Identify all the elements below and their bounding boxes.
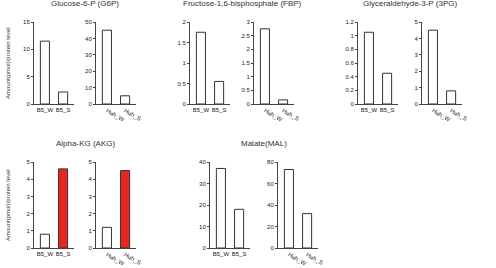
svg-text:0: 0 (414, 101, 418, 107)
svg-text:0: 0 (26, 245, 30, 251)
svg-text:0: 0 (270, 245, 274, 251)
svg-text:Fructose-1,6-bisphosphate (FBP: Fructose-1,6-bisphosphate (FBP) (183, 0, 302, 8)
svg-text:10: 10 (85, 85, 92, 91)
svg-text:B5_W: B5_W (193, 107, 210, 113)
svg-text:0: 0 (350, 101, 354, 107)
svg-text:5: 5 (26, 74, 30, 80)
svg-text:2.5: 2.5 (241, 33, 250, 39)
svg-text:B5_S: B5_S (56, 251, 71, 257)
svg-text:0: 0 (202, 245, 206, 251)
svg-text:Huh_S: Huh_S (281, 107, 300, 121)
svg-text:60: 60 (267, 181, 274, 187)
svg-text:50: 50 (85, 19, 92, 25)
svg-text:1: 1 (26, 228, 30, 234)
svg-text:4: 4 (88, 176, 92, 182)
svg-text:B5_S: B5_S (56, 107, 71, 113)
svg-text:10: 10 (199, 224, 206, 230)
svg-text:Glucose-6-P (G6P): Glucose-6-P (G6P) (51, 0, 119, 8)
svg-text:15: 15 (23, 19, 30, 25)
svg-text:2: 2 (88, 211, 92, 217)
svg-text:Alpha-KG (AKG): Alpha-KG (AKG) (56, 139, 115, 148)
svg-text:30: 30 (85, 52, 92, 58)
svg-text:Glyceraldehyde-3-P (3PG): Glyceraldehyde-3-P (3PG) (363, 0, 457, 8)
svg-text:B5_S: B5_S (380, 107, 395, 113)
svg-text:B5_W: B5_W (37, 107, 54, 113)
svg-text:20: 20 (267, 224, 274, 230)
svg-text:Huh_S: Huh_S (449, 107, 468, 121)
svg-text:Malate(MAL): Malate(MAL) (241, 139, 287, 148)
svg-text:Huh_W: Huh_W (263, 107, 284, 122)
svg-text:B5_S: B5_S (212, 107, 227, 113)
svg-text:B5_W: B5_W (213, 251, 230, 257)
svg-text:4: 4 (414, 36, 418, 42)
svg-text:5: 5 (414, 19, 418, 25)
svg-text:Huh_W: Huh_W (287, 251, 308, 266)
svg-text:Amount(pmol)/protein level: Amount(pmol)/protein level (5, 27, 11, 99)
svg-text:40: 40 (199, 159, 206, 165)
svg-text:20: 20 (199, 202, 206, 208)
svg-text:0.8: 0.8 (345, 46, 354, 52)
svg-text:1: 1 (246, 74, 250, 80)
svg-text:0.5: 0.5 (241, 87, 250, 93)
svg-text:3: 3 (26, 194, 30, 200)
svg-text:3: 3 (414, 52, 418, 58)
svg-text:5: 5 (26, 159, 30, 165)
svg-text:2: 2 (246, 46, 250, 52)
svg-text:1: 1 (88, 228, 92, 234)
svg-text:Huh_W: Huh_W (105, 251, 126, 266)
svg-text:3: 3 (88, 194, 92, 200)
svg-text:0: 0 (26, 101, 30, 107)
svg-text:0.6: 0.6 (345, 60, 354, 66)
svg-text:0: 0 (182, 101, 186, 107)
svg-text:1.2: 1.2 (345, 19, 354, 25)
svg-text:40: 40 (267, 202, 274, 208)
svg-text:Huh_S: Huh_S (123, 251, 142, 265)
svg-text:B5_S: B5_S (232, 251, 247, 257)
svg-text:5: 5 (88, 159, 92, 165)
svg-text:1.5: 1.5 (241, 60, 250, 66)
svg-text:B5_W: B5_W (37, 251, 54, 257)
svg-text:4: 4 (26, 176, 30, 182)
svg-text:2: 2 (26, 211, 30, 217)
svg-text:3: 3 (246, 19, 250, 25)
svg-text:1.5: 1.5 (177, 40, 186, 46)
svg-text:20: 20 (85, 68, 92, 74)
svg-text:Huh_S: Huh_S (305, 251, 324, 265)
svg-text:0.5: 0.5 (177, 81, 186, 87)
svg-text:0.4: 0.4 (345, 74, 354, 80)
svg-text:0: 0 (246, 101, 250, 107)
svg-text:Huh_S: Huh_S (123, 107, 142, 121)
svg-text:80: 80 (267, 159, 274, 165)
svg-text:10: 10 (23, 46, 30, 52)
svg-text:Huh_W: Huh_W (431, 107, 452, 122)
svg-text:1: 1 (350, 33, 354, 39)
svg-text:2: 2 (414, 68, 418, 74)
svg-text:1: 1 (414, 85, 418, 91)
svg-text:Amount(pmol)/protein level: Amount(pmol)/protein level (5, 169, 11, 241)
svg-text:0.2: 0.2 (345, 87, 354, 93)
svg-text:1: 1 (182, 60, 186, 66)
svg-text:Huh_W: Huh_W (105, 107, 126, 122)
svg-text:0: 0 (88, 101, 92, 107)
svg-text:40: 40 (85, 36, 92, 42)
svg-text:30: 30 (199, 181, 206, 187)
svg-text:2: 2 (182, 19, 186, 25)
svg-text:0: 0 (88, 245, 92, 251)
svg-text:B5_W: B5_W (361, 107, 378, 113)
